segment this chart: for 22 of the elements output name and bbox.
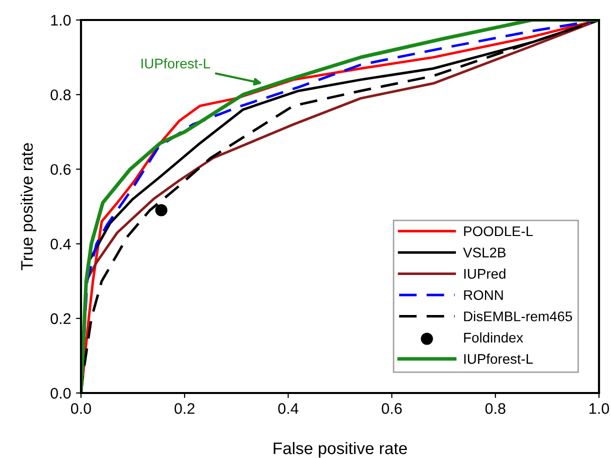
x-tick-label: 0.6 [382, 403, 402, 414]
legend-label: Foldindex [464, 332, 524, 343]
y-axis-title: True positive rate [20, 143, 36, 270]
x-tick-label: 0.2 [174, 403, 194, 414]
y-tick-label: 0.6 [50, 164, 71, 175]
annotation: IUPforest-L [142, 58, 210, 68]
x-tick-label: 0.8 [485, 403, 506, 414]
x-tick-label: 1.0 [590, 403, 610, 414]
y-tick-label: 1.0 [51, 14, 71, 26]
x-tick-label: 0.0 [70, 403, 92, 414]
legend-label: POODLE-L [464, 226, 533, 236]
y-tick-label: 0.8 [50, 89, 71, 100]
legend-label: IUPred [464, 268, 506, 279]
legend-label: VSL2B [463, 248, 506, 258]
x-tick-label: 0.4 [278, 403, 298, 414]
legend-label: RONN [464, 290, 503, 300]
legend-label: IUPforest-L [464, 354, 533, 364]
y-tick-label: 0.4 [50, 238, 71, 250]
y-tick-label: 0.2 [50, 313, 71, 324]
y-tick-label: 0.0 [50, 388, 71, 399]
x-axis-title: False positive rate [274, 442, 407, 458]
legend-label: DisEMBL-rem465 [464, 311, 572, 322]
